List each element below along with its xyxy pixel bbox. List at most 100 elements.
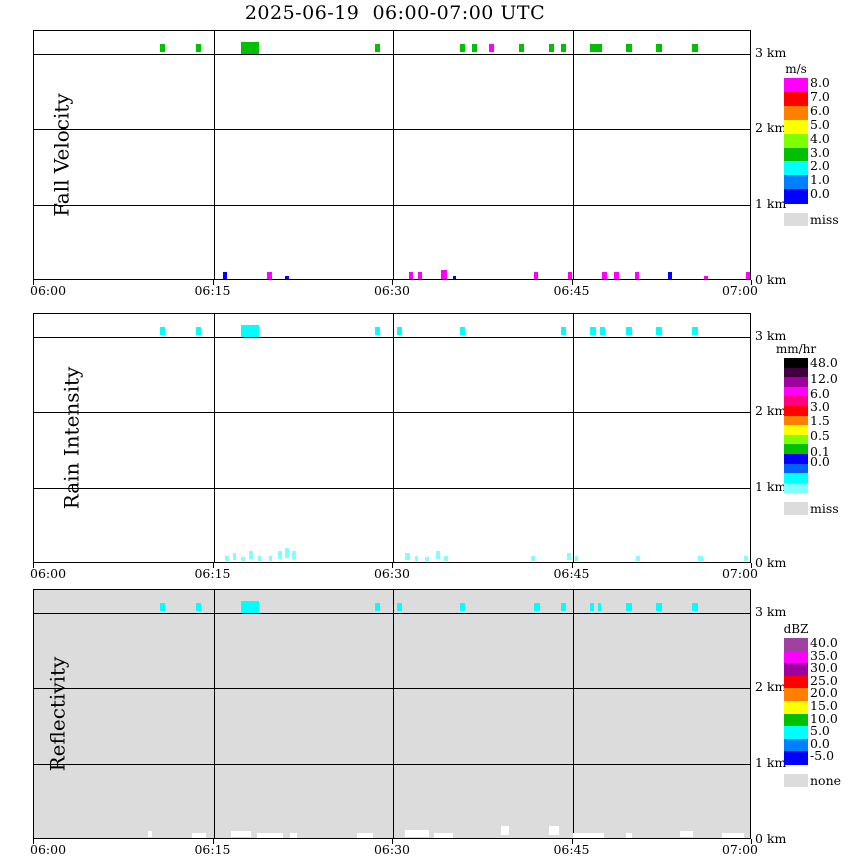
echo-cell	[241, 557, 245, 562]
echo-cell	[471, 43, 478, 52]
x-tick-label: 06:15	[194, 283, 231, 298]
echo-cell	[159, 326, 166, 335]
colorbar-band	[784, 119, 808, 135]
echo-cell	[656, 43, 662, 52]
y-tick-label: 0 km	[755, 272, 787, 287]
x-tick-label: 06:30	[373, 842, 411, 857]
x-tick-mark	[212, 563, 214, 568]
gridline-1km	[34, 488, 750, 490]
y-tick-label: 2 km	[755, 679, 787, 695]
colorbar-tick-label: 15.0	[810, 698, 838, 713]
colorbar-band	[784, 358, 808, 369]
colorbar-band	[784, 386, 808, 397]
panel-rain-intensity	[33, 313, 751, 563]
figure-title: 2025-06-19 06:00-07:00 UTC	[244, 2, 546, 24]
y-tick-label: 0 km	[755, 831, 787, 846]
colorbar-band	[784, 473, 808, 484]
colorbar-band	[784, 638, 808, 652]
echo-cell	[597, 602, 602, 611]
echo-cell	[560, 602, 566, 611]
echo-cell	[567, 272, 572, 279]
echo-cell	[602, 272, 607, 279]
echo-cell	[452, 276, 457, 279]
colorbar-band	[784, 650, 808, 664]
colorbar-band	[784, 175, 808, 190]
colorbar-missing-label: miss	[810, 501, 839, 517]
colorbar-strip	[784, 78, 808, 204]
echo-cell	[375, 602, 381, 611]
echo-cell	[698, 556, 703, 561]
echo-cell-none	[256, 833, 283, 838]
echo-cell	[159, 43, 166, 52]
echo-cell	[626, 326, 632, 335]
x-tick-label: 07:00	[721, 283, 758, 298]
echo-cell	[460, 602, 466, 611]
echo-cell	[436, 550, 441, 560]
echo-cell-none	[548, 826, 560, 836]
x-tick-label: 06:00	[30, 566, 67, 581]
gridline-45min	[572, 31, 574, 279]
panel-title-text: Rain Intensity	[59, 366, 84, 510]
colorbar-band	[784, 133, 808, 149]
echo-cell	[285, 276, 290, 279]
colorbar-band	[784, 161, 808, 176]
colorbar-tick-label: 48.0	[810, 355, 838, 370]
colorbar-tick-label: 5.0	[810, 723, 830, 739]
x-tick-label: 07:00	[721, 566, 758, 581]
colorbar-tick-label: 35.0	[810, 647, 838, 663]
colorbar-band	[784, 663, 808, 677]
gridline-1km	[34, 205, 750, 207]
y-tick-label: 0 km	[755, 555, 787, 570]
echo-cell-none	[433, 833, 453, 838]
echo-cell-none	[680, 830, 694, 837]
echo-cell	[396, 326, 402, 335]
echo-cell	[634, 272, 639, 279]
colorbar-unit-label: m/s	[785, 62, 807, 76]
colorbar-band	[784, 78, 808, 93]
echo-cell	[225, 556, 230, 561]
colorbar-tick-label: 30.0	[810, 660, 838, 676]
echo-cell	[560, 326, 566, 335]
echo-cell	[566, 553, 571, 560]
x-tick-mark	[33, 280, 34, 285]
echo-cell-none	[147, 830, 153, 837]
colorbar-strip	[784, 638, 808, 765]
colorbar-band	[784, 751, 808, 765]
gridline-15min	[213, 314, 215, 562]
colorbar-band	[784, 189, 808, 204]
colorbar-band	[784, 454, 808, 465]
panel-title-text: Reflectivity	[45, 656, 70, 772]
echo-cell	[268, 556, 273, 561]
echo-cell	[408, 272, 413, 279]
echo-cell	[267, 272, 272, 279]
colorbar-missing-label: none	[810, 773, 842, 788]
colorbar-tick-label: 6.0	[810, 385, 830, 401]
echo-cell	[590, 43, 596, 52]
colorbar-band	[784, 688, 808, 702]
echo-cell	[396, 602, 402, 611]
y-tick-label: 1 km	[755, 479, 787, 495]
echo-cell	[414, 556, 419, 561]
colorbar-band	[784, 367, 808, 378]
echo-cell	[626, 43, 632, 52]
echo-cell	[746, 272, 750, 279]
echo-cell-none	[626, 833, 633, 838]
echo-cell-none	[500, 826, 510, 836]
echo-cell	[241, 41, 259, 54]
colorbar-band	[784, 701, 808, 715]
echo-cell-none	[572, 833, 604, 838]
colorbar-tick-label: 10.0	[810, 710, 838, 726]
echo-cell	[692, 326, 698, 335]
gridline-2km	[34, 688, 750, 690]
colorbar-band	[784, 482, 808, 493]
gridline-30min	[393, 314, 394, 562]
gridline-15min	[213, 31, 215, 279]
colorbar-tick-label: 12.0	[810, 371, 838, 387]
colorbar-unit-label: mm/hr	[775, 342, 817, 356]
panel-title-fall-velocity: Fall Velocity	[0, 93, 74, 216]
gridline-1km	[34, 764, 750, 766]
echo-cell	[223, 272, 228, 279]
panel-reflectivity	[33, 589, 751, 839]
echo-cell	[232, 553, 237, 560]
gridline-2km	[34, 412, 750, 414]
